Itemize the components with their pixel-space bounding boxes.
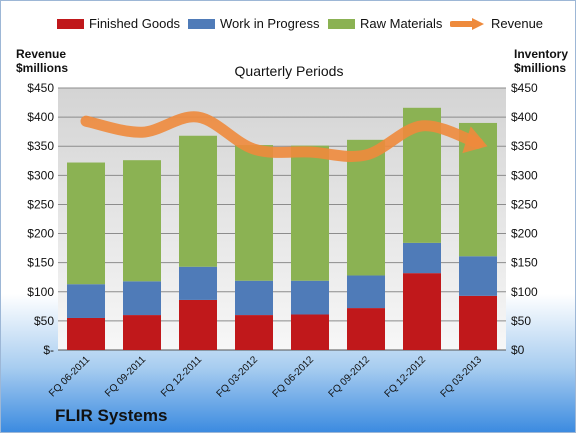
bar-work-in-progress	[67, 284, 105, 318]
bar-finished-goods	[459, 296, 497, 350]
bar-work-in-progress	[235, 281, 273, 315]
left-tick-label: $400	[27, 110, 54, 124]
bar-raw-materials	[291, 146, 329, 281]
x-tick-label: FQ 03-2012	[215, 354, 261, 400]
bar-raw-materials	[67, 163, 105, 285]
right-tick-label: $450	[511, 81, 538, 95]
right-tick-label: $300	[511, 168, 538, 182]
bar-raw-materials	[235, 145, 273, 281]
bar-finished-goods	[347, 308, 385, 350]
left-tick-label: $150	[27, 256, 54, 270]
bar-finished-goods	[235, 315, 273, 350]
right-tick-label: $50	[511, 314, 531, 328]
right-tick-label: $350	[511, 139, 538, 153]
x-tick-label: FQ 06-2011	[47, 354, 92, 399]
right-tick-label: $250	[511, 197, 538, 211]
left-tick-label: $450	[27, 81, 54, 95]
left-tick-label: $200	[27, 227, 54, 241]
bar-work-in-progress	[403, 243, 441, 273]
x-tick-label: FQ 06-2012	[271, 354, 317, 400]
x-tick-label: FQ 12-2012	[383, 354, 429, 400]
right-tick-label: $150	[511, 256, 538, 270]
right-tick-label: $0	[511, 343, 525, 357]
right-tick-label: $400	[511, 110, 538, 124]
bar-work-in-progress	[459, 256, 497, 296]
bar-work-in-progress	[179, 267, 217, 300]
left-tick-label: $50	[34, 314, 54, 328]
right-tick-label: $100	[511, 285, 538, 299]
bar-finished-goods	[179, 300, 217, 350]
x-tick-label: FQ 09-2011	[103, 354, 148, 399]
bar-work-in-progress	[347, 275, 385, 308]
left-tick-label: $100	[27, 285, 54, 299]
left-tick-label: $300	[27, 168, 54, 182]
bar-finished-goods	[403, 273, 441, 350]
bar-finished-goods	[291, 314, 329, 350]
left-tick-label: $-	[43, 343, 54, 357]
x-tick-label: FQ 12-2011	[159, 354, 204, 399]
bar-finished-goods	[67, 318, 105, 350]
bar-raw-materials	[179, 136, 217, 267]
company-name: FLIR Systems	[55, 406, 167, 426]
left-tick-label: $350	[27, 139, 54, 153]
bar-work-in-progress	[123, 281, 161, 315]
x-tick-label: FQ 03-2013	[439, 354, 485, 400]
bar-work-in-progress	[291, 281, 329, 315]
right-tick-label: $200	[511, 227, 538, 241]
x-tick-label: FQ 09-2012	[327, 354, 373, 400]
bar-raw-materials	[123, 160, 161, 281]
left-tick-label: $250	[27, 197, 54, 211]
bar-finished-goods	[123, 315, 161, 350]
